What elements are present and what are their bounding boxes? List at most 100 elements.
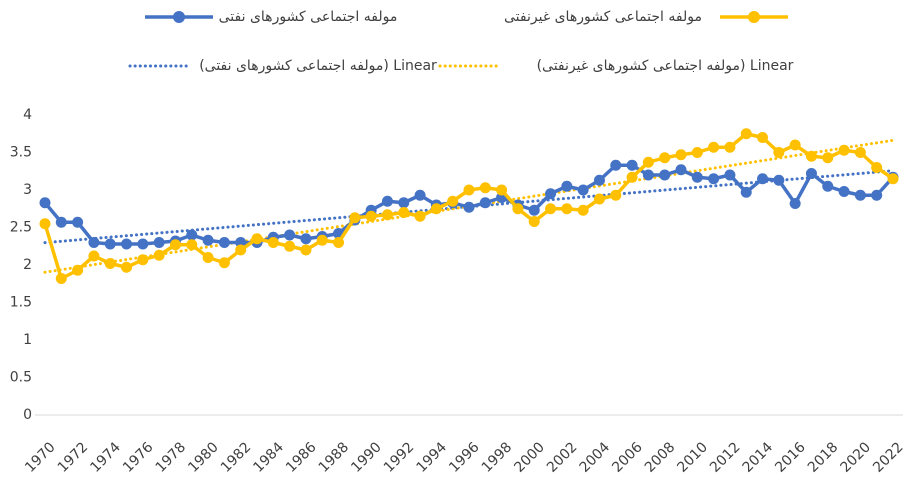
point bbox=[365, 210, 377, 222]
point bbox=[479, 182, 491, 194]
point bbox=[757, 173, 769, 185]
point bbox=[528, 204, 540, 216]
point bbox=[593, 193, 605, 205]
point bbox=[88, 250, 100, 262]
x-tick-label: 2012 bbox=[707, 439, 744, 476]
point bbox=[284, 229, 296, 241]
x-tick-label: 1992 bbox=[381, 439, 418, 476]
y-tick-label: 3.5 bbox=[10, 145, 32, 161]
point bbox=[561, 180, 573, 192]
point bbox=[593, 174, 605, 186]
y-tick-label: 1.5 bbox=[10, 295, 32, 311]
point bbox=[39, 197, 51, 209]
legend-label: Linear (مولفه اجتماعی کشورهای نفتی) bbox=[199, 58, 437, 74]
point bbox=[740, 186, 752, 198]
point bbox=[724, 141, 736, 153]
point bbox=[300, 244, 312, 256]
point bbox=[610, 159, 622, 171]
x-tick-label: 1990 bbox=[348, 439, 385, 476]
point bbox=[789, 198, 801, 209]
point bbox=[186, 239, 198, 251]
x-tick-label: 1984 bbox=[250, 439, 287, 476]
point bbox=[414, 210, 426, 222]
point bbox=[838, 186, 850, 197]
point bbox=[381, 209, 393, 221]
point bbox=[72, 216, 84, 228]
point bbox=[626, 171, 638, 183]
x-tick-label: 2004 bbox=[577, 439, 614, 476]
point bbox=[169, 239, 181, 251]
y-tick-label: 0 bbox=[23, 407, 32, 423]
point bbox=[854, 189, 866, 201]
point bbox=[349, 212, 361, 224]
legend-label: Linear (مولفه اجتماعی کشورهای غیرنفتی) bbox=[537, 58, 794, 74]
x-tick-label: 2008 bbox=[642, 439, 679, 476]
x-tick-label: 1982 bbox=[218, 439, 255, 476]
point bbox=[479, 197, 491, 209]
y-tick-label: 4 bbox=[23, 107, 32, 123]
point bbox=[153, 237, 165, 248]
point bbox=[137, 254, 149, 266]
point bbox=[740, 128, 752, 140]
point bbox=[757, 132, 769, 143]
x-tick-label: 2018 bbox=[805, 439, 842, 476]
legend-swatch-marker bbox=[173, 11, 185, 23]
x-tick-label: 1972 bbox=[55, 439, 92, 476]
point bbox=[463, 184, 475, 196]
point bbox=[691, 171, 703, 183]
point bbox=[805, 150, 817, 162]
point bbox=[545, 188, 557, 200]
point bbox=[398, 207, 410, 218]
point bbox=[854, 147, 866, 158]
point bbox=[675, 149, 687, 161]
point bbox=[708, 141, 720, 153]
point bbox=[496, 184, 508, 196]
trendline bbox=[43, 169, 895, 245]
point bbox=[675, 164, 687, 176]
point bbox=[72, 264, 84, 276]
x-tick-label: 1986 bbox=[283, 439, 320, 476]
y-tick-label: 3 bbox=[23, 182, 32, 198]
point bbox=[137, 238, 149, 250]
point bbox=[577, 204, 589, 216]
x-tick-label: 1980 bbox=[185, 439, 222, 476]
point bbox=[447, 195, 459, 207]
point bbox=[153, 249, 165, 261]
point bbox=[430, 203, 442, 215]
point bbox=[545, 203, 557, 215]
point bbox=[691, 147, 703, 158]
point bbox=[121, 261, 133, 273]
point bbox=[773, 174, 785, 186]
legend-label: مولفه اجتماعی کشورهای غیرنفتی bbox=[504, 9, 702, 25]
x-tick-label: 1970 bbox=[22, 439, 59, 476]
point bbox=[724, 169, 736, 181]
point bbox=[512, 203, 524, 215]
point bbox=[104, 238, 116, 250]
point bbox=[186, 229, 198, 241]
x-tick-label: 2006 bbox=[609, 439, 646, 476]
y-tick-label: 2.5 bbox=[10, 220, 32, 236]
point bbox=[235, 244, 247, 256]
point bbox=[626, 159, 638, 171]
point bbox=[398, 197, 410, 209]
x-tick-label: 1974 bbox=[87, 439, 124, 476]
point bbox=[871, 162, 883, 173]
point bbox=[55, 216, 67, 228]
y-tick-label: 0.5 bbox=[10, 370, 32, 386]
point bbox=[121, 238, 133, 250]
x-tick-label: 2002 bbox=[544, 439, 581, 476]
legend-label: مولفه اجتماعی کشورهای نفتی bbox=[219, 9, 398, 25]
x-tick-label: 2016 bbox=[772, 439, 809, 476]
point bbox=[333, 237, 345, 248]
point bbox=[104, 258, 116, 269]
point bbox=[316, 234, 328, 246]
point bbox=[300, 233, 312, 245]
point bbox=[577, 184, 589, 196]
x-tick-label: 2014 bbox=[740, 439, 777, 476]
x-tick-label: 2022 bbox=[870, 439, 905, 476]
point bbox=[822, 152, 834, 164]
point bbox=[251, 233, 263, 245]
x-tick-label: 2000 bbox=[511, 439, 548, 476]
point bbox=[610, 189, 622, 201]
point bbox=[642, 169, 654, 181]
